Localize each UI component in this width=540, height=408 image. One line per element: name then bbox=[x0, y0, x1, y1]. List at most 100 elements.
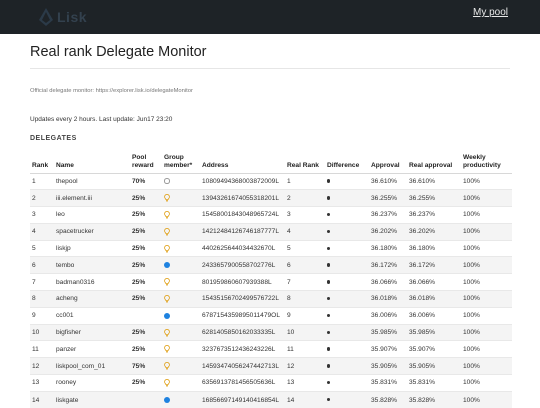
group-member-cell bbox=[162, 206, 200, 224]
lightbulb-icon bbox=[164, 294, 170, 303]
real-approval-cell: 35.828% bbox=[407, 390, 461, 408]
header-name[interactable]: Name bbox=[54, 149, 130, 174]
my-pool-link[interactable]: My pool bbox=[472, 7, 508, 18]
dot-icon bbox=[327, 229, 331, 234]
delegate-name-link[interactable]: thepool bbox=[54, 172, 130, 190]
logo-text: Lisk bbox=[57, 9, 88, 25]
table-row: 8 acheng 25% 15435156702499576722L 8 36.018% 3… bbox=[30, 290, 512, 308]
difference-cell bbox=[325, 306, 369, 325]
table-header-row: Rank Name Pool reward Group member* Addr… bbox=[30, 149, 512, 174]
delegate-name-link[interactable]: liskjp bbox=[54, 239, 130, 257]
difference-cell bbox=[325, 390, 369, 408]
header-weekly-productivity[interactable]: Weekly productivity bbox=[461, 149, 512, 174]
lisk-logo-icon bbox=[39, 8, 53, 26]
real-rank-cell: 14 bbox=[285, 390, 325, 408]
delegate-name-link[interactable]: spacetrucker bbox=[54, 222, 130, 241]
rank-cell: 6 bbox=[30, 256, 54, 274]
group-member-cell bbox=[162, 273, 200, 291]
real-rank-cell: 13 bbox=[285, 374, 325, 392]
difference-cell bbox=[325, 256, 369, 274]
delegate-name-link[interactable]: liskpool_com_01 bbox=[54, 357, 130, 375]
header-group-member[interactable]: Group member* bbox=[162, 149, 200, 174]
lightbulb-icon bbox=[164, 328, 170, 336]
approval-cell: 36.006% bbox=[369, 306, 407, 325]
approval-cell: 36.180% bbox=[369, 239, 407, 257]
productivity-cell: 100% bbox=[461, 239, 512, 257]
delegate-name-link[interactable]: liskgate bbox=[54, 390, 130, 408]
difference-cell bbox=[325, 172, 369, 190]
section-title: DELEGATES bbox=[30, 135, 77, 142]
table-row: 3 leo 25% 15458001843048965724L 3 36.237% 36.2… bbox=[30, 206, 512, 224]
delegate-name-link[interactable]: acheng bbox=[54, 290, 130, 308]
group-member-cell bbox=[162, 290, 200, 308]
real-approval-cell: 35.905% bbox=[407, 357, 461, 375]
productivity-cell: 100% bbox=[461, 374, 512, 392]
blue-dot-icon bbox=[164, 396, 170, 403]
address-cell: 6787154359895011479OL bbox=[200, 306, 285, 325]
real-rank-cell: 7 bbox=[285, 273, 325, 291]
address-cell: 801959860607939388L bbox=[200, 273, 285, 291]
table-row: 9 cc001 6787154359895011479OL 9 36.006% 36.00… bbox=[30, 306, 512, 325]
difference-cell bbox=[325, 357, 369, 375]
real-approval-cell: 35.985% bbox=[407, 323, 461, 341]
delegate-name-link[interactable]: panzer bbox=[54, 340, 130, 358]
real-approval-cell: 36.006% bbox=[407, 306, 461, 325]
approval-cell: 36.202% bbox=[369, 222, 407, 241]
header-rank[interactable]: Rank bbox=[30, 149, 54, 174]
top-navbar: Lisk My pool bbox=[0, 0, 540, 34]
approval-cell: 36.610% bbox=[369, 172, 407, 190]
productivity-cell: 100% bbox=[461, 189, 512, 207]
dot-icon bbox=[327, 381, 331, 385]
delegate-name-link[interactable]: bigfisher bbox=[54, 323, 130, 341]
difference-cell bbox=[325, 273, 369, 291]
lightbulb-icon bbox=[164, 378, 170, 387]
rank-cell: 13 bbox=[30, 374, 54, 392]
approval-cell: 35.905% bbox=[369, 357, 407, 375]
address-cell: 10809494368003872009L bbox=[200, 172, 285, 190]
table-row: 13 rooney 25% 6356913781456505636L 13 35.831%… bbox=[30, 374, 512, 392]
address-cell: 13943261674055318201L bbox=[200, 189, 285, 207]
header-address[interactable]: Address bbox=[200, 149, 285, 174]
real-rank-cell: 4 bbox=[285, 222, 325, 241]
header-real-rank[interactable]: Real Rank bbox=[285, 149, 325, 174]
header-pool-reward[interactable]: Pool reward bbox=[130, 149, 162, 174]
delegate-name-link[interactable]: tembo bbox=[54, 256, 130, 274]
delegate-name-link[interactable]: badman0316 bbox=[54, 273, 130, 291]
address-cell: 15458001843048965724L bbox=[200, 206, 285, 224]
productivity-cell: 100% bbox=[461, 273, 512, 291]
table-row: 10 bigfisher 25% 6281405850162033335L 10 35.9… bbox=[30, 323, 512, 341]
header-difference[interactable]: Difference bbox=[325, 149, 369, 174]
table-row: 6 tembo 25% 2433657900558702776L 6 36.172% 36.… bbox=[30, 256, 512, 274]
header-real-approval[interactable]: Real approval bbox=[407, 149, 461, 174]
lightbulb-icon bbox=[164, 227, 170, 236]
delegate-name-link[interactable]: rooney bbox=[54, 374, 130, 392]
real-rank-cell: 12 bbox=[285, 357, 325, 375]
table-row: 4 spacetrucker 25% 14212484126746187777L 4 36… bbox=[30, 222, 512, 241]
productivity-cell: 100% bbox=[461, 357, 512, 375]
real-approval-cell: 36.066% bbox=[407, 273, 461, 291]
real-approval-cell: 36.180% bbox=[407, 239, 461, 257]
real-rank-cell: 2 bbox=[285, 189, 325, 207]
lisk-logo[interactable]: Lisk bbox=[38, 6, 87, 28]
empty-circle-icon bbox=[164, 178, 170, 184]
delegate-name-link[interactable]: cc001 bbox=[54, 306, 130, 325]
delegate-name-link[interactable]: iii.element.iii bbox=[54, 189, 130, 207]
rank-cell: 7 bbox=[30, 273, 54, 291]
header-approval[interactable]: Approval bbox=[369, 149, 407, 174]
real-rank-cell: 9 bbox=[285, 306, 325, 325]
productivity-cell: 100% bbox=[461, 222, 512, 241]
address-cell: 14212484126746187777L bbox=[200, 222, 285, 241]
blue-dot-icon bbox=[164, 262, 170, 269]
address-cell: 6281405850162033335L bbox=[200, 323, 285, 341]
pool-reward-cell: 25% bbox=[130, 206, 162, 224]
group-member-cell bbox=[162, 172, 200, 190]
dot-icon bbox=[327, 196, 331, 200]
productivity-cell: 100% bbox=[461, 256, 512, 274]
approval-cell: 36.018% bbox=[369, 290, 407, 308]
delegate-name-link[interactable]: leo bbox=[54, 206, 130, 224]
productivity-cell: 100% bbox=[461, 206, 512, 224]
real-rank-cell: 6 bbox=[285, 256, 325, 274]
lightbulb-icon bbox=[164, 244, 170, 252]
productivity-cell: 100% bbox=[461, 172, 512, 190]
address-cell: 15435156702499576722L bbox=[200, 290, 285, 308]
